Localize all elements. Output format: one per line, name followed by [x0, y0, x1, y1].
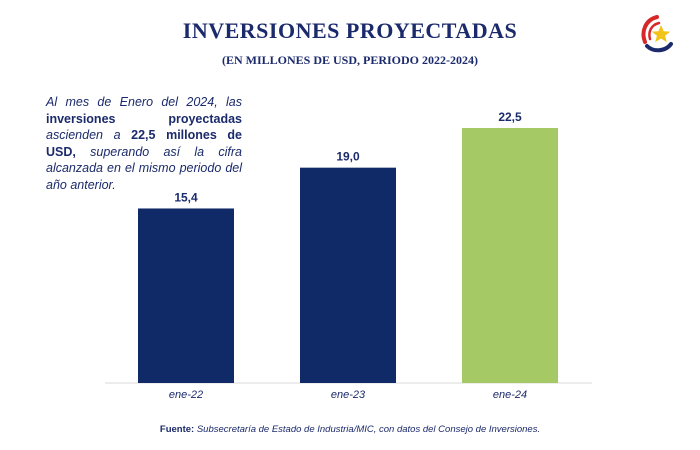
- page-subtitle: (EN MILLONES DE USD, PERIODO 2022-2024): [221, 53, 479, 67]
- bar-ene-23: [300, 167, 396, 383]
- data-label-ene-23: 19,0: [336, 150, 360, 164]
- data-label-ene-22: 15,4: [174, 190, 198, 204]
- paraguay-star-seal-icon: [641, 15, 673, 53]
- x-tick-label-ene-24: ene-24: [493, 389, 527, 401]
- note-text-5: superando así la cifra alcanzada en el m…: [46, 144, 242, 192]
- source-label: Fuente:: [159, 424, 195, 435]
- note-text-4: 22,5 millones de USD,: [46, 128, 242, 159]
- page-title: INVERSIONES PROYECTADAS: [182, 18, 518, 43]
- note-text-3: ascienden a: [46, 128, 121, 142]
- bar-ene-24: [462, 128, 558, 383]
- note-text-2: inversiones proyectadas: [46, 111, 242, 126]
- summary-note: Al mes de Enero del 2024, las inversione…: [46, 94, 242, 193]
- bar-ene-22: [138, 208, 234, 383]
- x-tick-label-ene-22: ene-22: [169, 389, 203, 401]
- note-text-1: Al mes de Enero del 2024, las: [46, 95, 242, 109]
- data-label-ene-24: 22,5: [498, 110, 522, 124]
- x-tick-label-ene-23: ene-23: [331, 389, 366, 401]
- source-text: Subsecretaría de Estado de Industria/MIC…: [196, 424, 541, 435]
- source-note: Fuente: Subsecretaría de Estado de Indus…: [0, 424, 700, 435]
